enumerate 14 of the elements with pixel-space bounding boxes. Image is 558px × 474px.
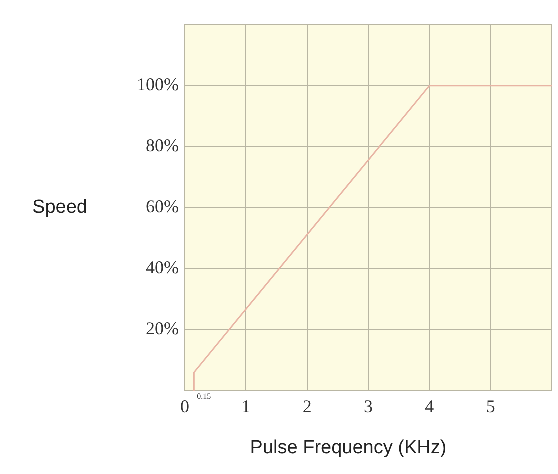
y-tick-label: 20% xyxy=(146,318,179,339)
y-tick-label: 60% xyxy=(146,196,179,217)
x-tick-label: 2 xyxy=(302,396,312,417)
x-axis-title: Pulse Frequency (KHz) xyxy=(250,438,447,459)
y-tick-label: 80% xyxy=(146,136,179,156)
x-tick-label: 3 xyxy=(364,396,373,417)
y-axis-title: Speed xyxy=(32,197,88,218)
x-tick-label: 1 xyxy=(242,396,251,417)
x-tick-label: 0 xyxy=(180,396,190,417)
x-tick-label: 5 xyxy=(486,396,496,417)
y-tick-label: 100% xyxy=(137,74,179,95)
y-tick-label: 40% xyxy=(146,258,179,278)
x-tick-label: 4 xyxy=(425,396,434,417)
annotation: 0.15 xyxy=(197,392,212,402)
